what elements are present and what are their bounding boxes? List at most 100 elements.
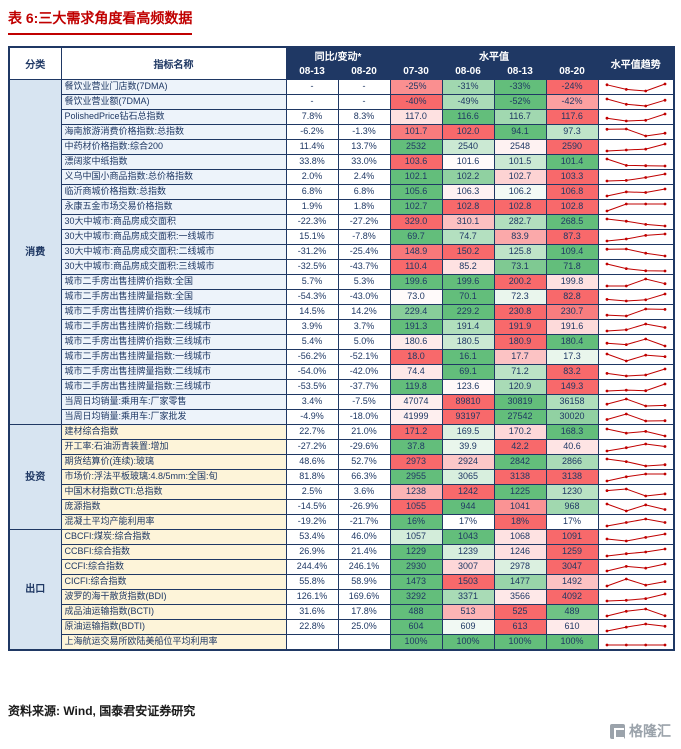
indicator-name: 餐饮业营业门店数(7DMA) xyxy=(60,79,287,95)
col-header-indicator: 指标名称 xyxy=(60,46,287,80)
level-cell: 282.7 xyxy=(493,214,547,230)
indicator-name: 中国木材指数CTI:总指数 xyxy=(60,484,287,500)
indicator-name: 原油运输指数(BDTI) xyxy=(60,619,287,635)
trend-sparkline xyxy=(605,502,667,512)
level-cell: 1477 xyxy=(493,574,547,590)
indicator-name: 波罗的海干散货指数(BDI) xyxy=(60,589,287,605)
trend-sparkline-cell xyxy=(597,499,675,515)
trend-sparkline-cell xyxy=(597,109,675,125)
table-row: CCFI:综合指数 244.4% 246.1% 2930 3007 2978 3047 xyxy=(9,559,675,575)
indicator-name: 混凝土平均产能利用率 xyxy=(60,514,287,530)
level-cell: 106.2 xyxy=(493,184,547,200)
yoy-cell: 22.7% xyxy=(285,424,339,440)
trend-sparkline-cell xyxy=(597,469,675,485)
level-cell: 73.1 xyxy=(493,259,547,275)
yoy-cell: 8.3% xyxy=(337,109,391,125)
yoy-cell: 21.0% xyxy=(337,424,391,440)
trend-sparkline-cell xyxy=(597,139,675,155)
level-cell: 41999 xyxy=(389,409,443,425)
indicator-name: 义乌中国小商品指数:总价格指数 xyxy=(60,169,287,185)
level-cell: 329.0 xyxy=(389,214,443,230)
indicator-name: 城市二手房出售挂牌价指数:全国 xyxy=(60,274,287,290)
level-cell: -25% xyxy=(389,79,443,95)
level-cell: 125.8 xyxy=(493,244,547,260)
indicator-name: 30大中城市:商品房成交面积:三线城市 xyxy=(60,259,287,275)
trend-sparkline xyxy=(605,532,667,542)
indicator-name: 海南旅游消费价格指数:总指数 xyxy=(60,124,287,140)
trend-sparkline-cell xyxy=(597,529,675,545)
yoy-cell: 126.1% xyxy=(285,589,339,605)
level-cell: 3566 xyxy=(493,589,547,605)
level-cell: 93197 xyxy=(441,409,495,425)
indicator-name: 建材综合指数 xyxy=(60,424,287,440)
trend-sparkline-cell xyxy=(597,454,675,470)
table-row: 餐饮业营业额(7DMA) - - -40% -49% -52% -42% xyxy=(9,94,675,110)
table-row: 城市二手房出售挂牌量指数:全国 -54.3% -43.0% 73.0 70.1 72.3 8… xyxy=(9,289,675,305)
trend-sparkline xyxy=(605,262,667,272)
trend-sparkline xyxy=(605,322,667,332)
trend-sparkline xyxy=(605,352,667,362)
table-row: 混凝土平均产能利用率 -19.2% -21.7% 16% 17% 18% 17% xyxy=(9,514,675,530)
trend-sparkline xyxy=(605,97,667,107)
level-cell: 2540 xyxy=(441,139,495,155)
yoy-cell: 55.8% xyxy=(285,574,339,590)
yoy-cell: -27.2% xyxy=(337,214,391,230)
indicator-name: 城市二手房出售挂牌价指数:二线城市 xyxy=(60,319,287,335)
table-row: 永康五金市场交易价格指数 1.9% 1.8% 102.7 102.8 102.8 102.8 xyxy=(9,199,675,215)
level-cell: 513 xyxy=(441,604,495,620)
trend-sparkline-cell xyxy=(597,394,675,410)
trend-sparkline xyxy=(605,487,667,497)
level-cell: 3138 xyxy=(545,469,599,485)
table-row: 投资 建材综合指数 22.7% 21.0% 171.2 169.5 170.2 168.3 xyxy=(8,424,675,530)
level-cell: 70.1 xyxy=(441,289,495,305)
trend-sparkline xyxy=(605,442,667,452)
level-cell: 103.3 xyxy=(545,169,599,185)
level-cell: 102.1 xyxy=(389,169,443,185)
level-cell: 1068 xyxy=(493,529,547,545)
level-cell: 310.1 xyxy=(441,214,495,230)
level-cell: 69.7 xyxy=(389,229,443,245)
table-row: 城市二手房出售挂牌价指数:全国 5.7% 5.3% 199.6 199.6 200.2 19… xyxy=(9,274,675,290)
level-cell: 87.3 xyxy=(545,229,599,245)
yoy-cell: 58.9% xyxy=(337,574,391,590)
yoy-cell: 5.7% xyxy=(285,274,339,290)
level-cell: 1229 xyxy=(389,544,443,560)
level-cell: 230.7 xyxy=(545,304,599,320)
level-cell: 1238 xyxy=(389,484,443,500)
trend-sparkline-cell xyxy=(597,619,675,635)
yoy-cell: 33.8% xyxy=(285,154,339,170)
yoy-cell: -42.0% xyxy=(337,364,391,380)
level-cell: 525 xyxy=(493,604,547,620)
level-cell: 1225 xyxy=(493,484,547,500)
trend-sparkline xyxy=(605,337,667,347)
level-cell: 3007 xyxy=(441,559,495,575)
level-cell: 2924 xyxy=(441,454,495,470)
table-row: 城市二手房出售挂牌量指数:二线城市 -54.0% -42.0% 74.4 69.1 71.… xyxy=(9,364,675,380)
yoy-cell: 46.0% xyxy=(337,529,391,545)
yoy-cell: -19.2% xyxy=(285,514,339,530)
level-cell: 230.8 xyxy=(493,304,547,320)
trend-sparkline-cell xyxy=(597,334,675,350)
level-cell: 74.4 xyxy=(389,364,443,380)
level-cell: 180.5 xyxy=(441,334,495,350)
table-row: 原油运输指数(BDTI) 22.8% 25.0% 604 609 613 610 xyxy=(9,619,675,635)
level-cell: 116.7 xyxy=(493,109,547,125)
table-body: 消费 餐饮业营业门店数(7DMA) - - -25% -31% -33% -24% 餐饮业营业额… xyxy=(8,79,675,650)
trend-sparkline-cell xyxy=(597,439,675,455)
trend-sparkline-cell xyxy=(597,214,675,230)
level-cell: 89810 xyxy=(441,394,495,410)
yoy-cell: -52.1% xyxy=(337,349,391,365)
indicator-name: 城市二手房出售挂牌价指数:三线城市 xyxy=(60,334,287,350)
level-cell: 148.9 xyxy=(389,244,443,260)
table-row: 开工率:石油沥青装置:增加 -27.2% -29.6% 37.8 39.9 42.2 40.… xyxy=(9,439,675,455)
yoy-cell: -1.3% xyxy=(337,124,391,140)
table-row: 海南旅游消费价格指数:总指数 -6.2% -1.3% 101.7 102.0 94.1 97… xyxy=(9,124,675,140)
level-cell: 72.3 xyxy=(493,289,547,305)
level-cell: 1057 xyxy=(389,529,443,545)
table-row: 庞源指数 -14.5% -26.9% 1055 944 1041 968 xyxy=(9,499,675,515)
table-header: 分类 指标名称 同比/变动* 水平值 水平值趋势 08-13 08-20 07-… xyxy=(8,46,675,80)
trend-sparkline xyxy=(605,142,667,152)
trend-sparkline-cell xyxy=(597,544,675,560)
level-cell: 968 xyxy=(545,499,599,515)
